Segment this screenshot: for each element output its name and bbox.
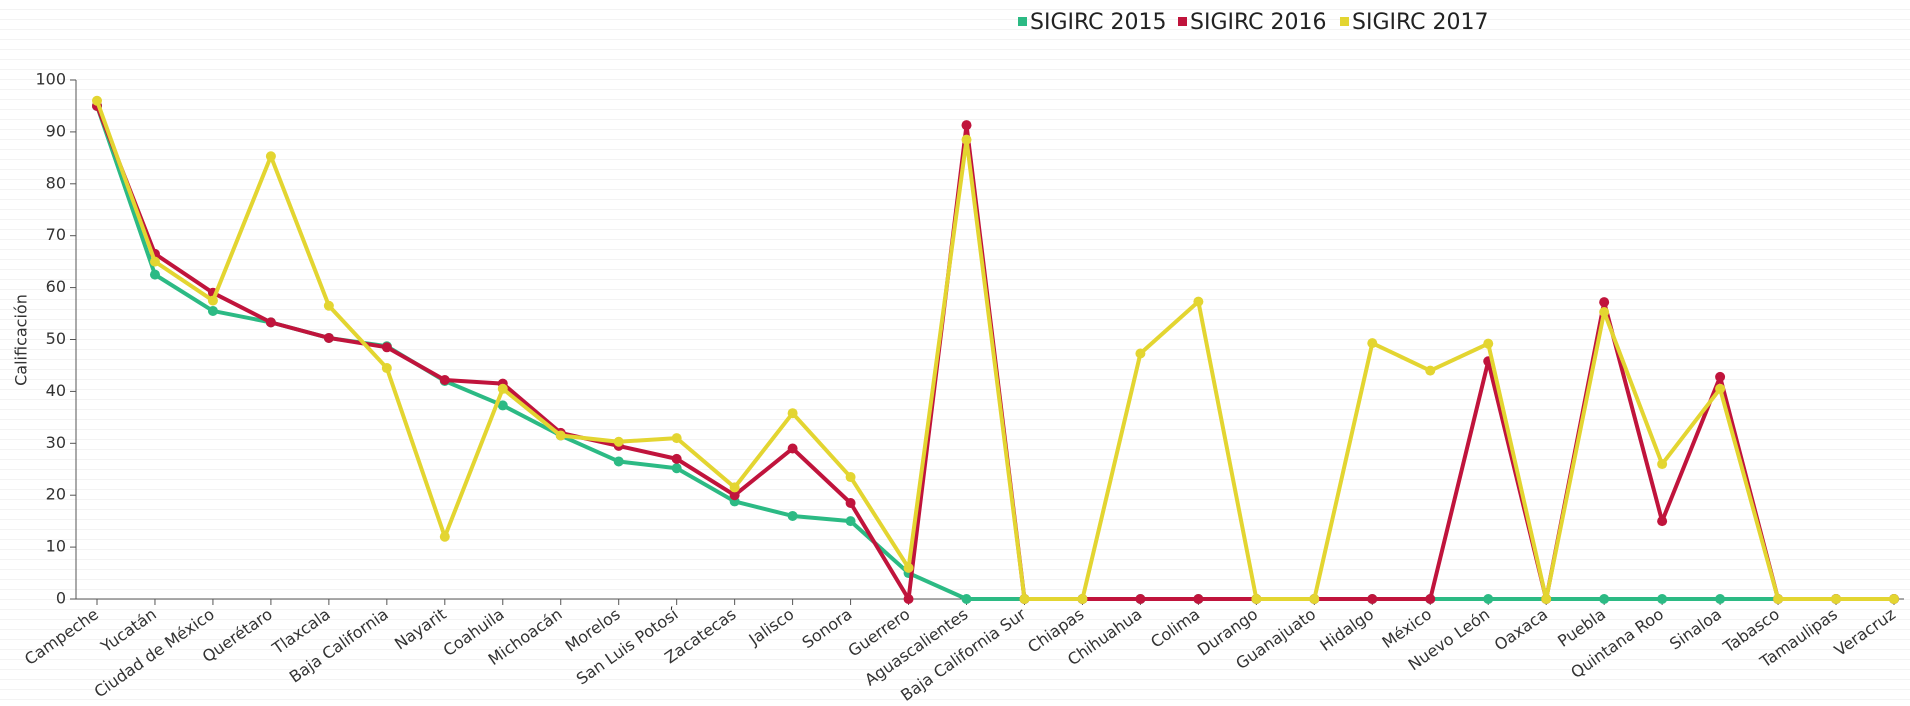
y-tick-label: 40 (46, 381, 66, 400)
x-tick-label: Hidalgo (1316, 604, 1377, 654)
data-point (439, 531, 450, 542)
data-point (1251, 594, 1262, 604)
data-point (1425, 594, 1436, 604)
legend-swatch (1018, 17, 1027, 26)
data-point (1599, 594, 1610, 604)
y-tick-label: 60 (46, 277, 66, 296)
legend-label: SIGIRC 2017 (1352, 10, 1489, 35)
data-point (1425, 365, 1436, 376)
data-point (1715, 383, 1726, 394)
y-tick-label: 50 (46, 329, 66, 348)
data-point (1657, 459, 1668, 470)
data-point (787, 510, 798, 521)
x-tick-label: Sinaloa (1666, 604, 1725, 653)
data-point (149, 256, 160, 267)
data-point (1367, 594, 1378, 604)
data-point (1193, 594, 1204, 604)
y-tick-label: 30 (46, 433, 66, 452)
y-tick-label: 80 (46, 173, 66, 192)
data-point (1193, 296, 1204, 307)
data-point (671, 433, 682, 444)
data-point (1309, 594, 1320, 604)
data-point (613, 436, 624, 447)
legend-label: SIGIRC 2016 (1190, 10, 1327, 35)
data-point (903, 562, 914, 573)
data-point (555, 430, 566, 441)
data-point (1483, 594, 1494, 604)
data-point (845, 497, 856, 508)
data-point (1657, 594, 1668, 604)
data-point (1831, 594, 1842, 604)
data-point (323, 300, 334, 311)
data-point (381, 363, 392, 374)
data-point (1077, 594, 1088, 604)
y-tick-label: 70 (46, 225, 66, 244)
data-point (92, 95, 102, 106)
data-point (845, 516, 856, 527)
data-point (265, 151, 276, 162)
y-axis-label: Calificación (12, 294, 31, 386)
data-point (613, 456, 624, 467)
data-point (265, 317, 276, 328)
data-point (1599, 306, 1610, 317)
x-tick-label: Jalisco (745, 604, 798, 649)
data-point (1541, 594, 1552, 604)
x-tick-label: Veracruz (1831, 604, 1899, 660)
data-point (729, 490, 740, 501)
y-tick-label: 100 (35, 70, 66, 89)
data-point (207, 305, 218, 316)
data-point (207, 295, 218, 306)
data-point (845, 472, 856, 483)
y-tick-label: 90 (46, 121, 66, 140)
x-tick-label: San Luis Potosí (573, 604, 682, 688)
data-point (729, 482, 740, 493)
data-point (787, 443, 798, 454)
data-point (1019, 594, 1030, 604)
legend-swatch (1178, 17, 1187, 26)
data-point (961, 120, 972, 131)
data-point (1599, 297, 1610, 308)
data-point (381, 342, 392, 353)
data-point (497, 383, 508, 394)
data-point (787, 408, 798, 419)
data-point (1715, 371, 1726, 382)
y-tick-label: 20 (46, 485, 66, 504)
legend-label: SIGIRC 2015 (1030, 10, 1167, 35)
series-line (95, 105, 1894, 601)
y-tick-label: 0 (56, 589, 66, 608)
legend: SIGIRC 2015 SIGIRC 2016 SIGIRC 2017 (1018, 10, 1489, 35)
x-tick-label: Campeche (21, 604, 102, 669)
x-tick-label: Oaxaca (1491, 604, 1551, 654)
data-point (497, 400, 508, 411)
data-point (1367, 338, 1378, 349)
y-tick-label: 10 (46, 537, 66, 556)
data-point (671, 463, 682, 474)
data-point (1135, 594, 1146, 604)
data-point (1889, 594, 1899, 604)
data-point (439, 374, 450, 385)
data-point (1773, 594, 1784, 604)
data-point (323, 332, 334, 343)
data-point (961, 134, 972, 145)
series-line (95, 100, 1894, 601)
data-point (149, 269, 160, 280)
data-point (1483, 338, 1494, 349)
data-point (671, 453, 682, 464)
data-point (1657, 516, 1668, 527)
data-point (1715, 594, 1726, 604)
x-tick-label: Baja California (286, 604, 392, 686)
data-point (961, 594, 972, 604)
data-point (903, 594, 914, 604)
data-point (1135, 348, 1146, 359)
legend-swatch (1340, 17, 1349, 26)
